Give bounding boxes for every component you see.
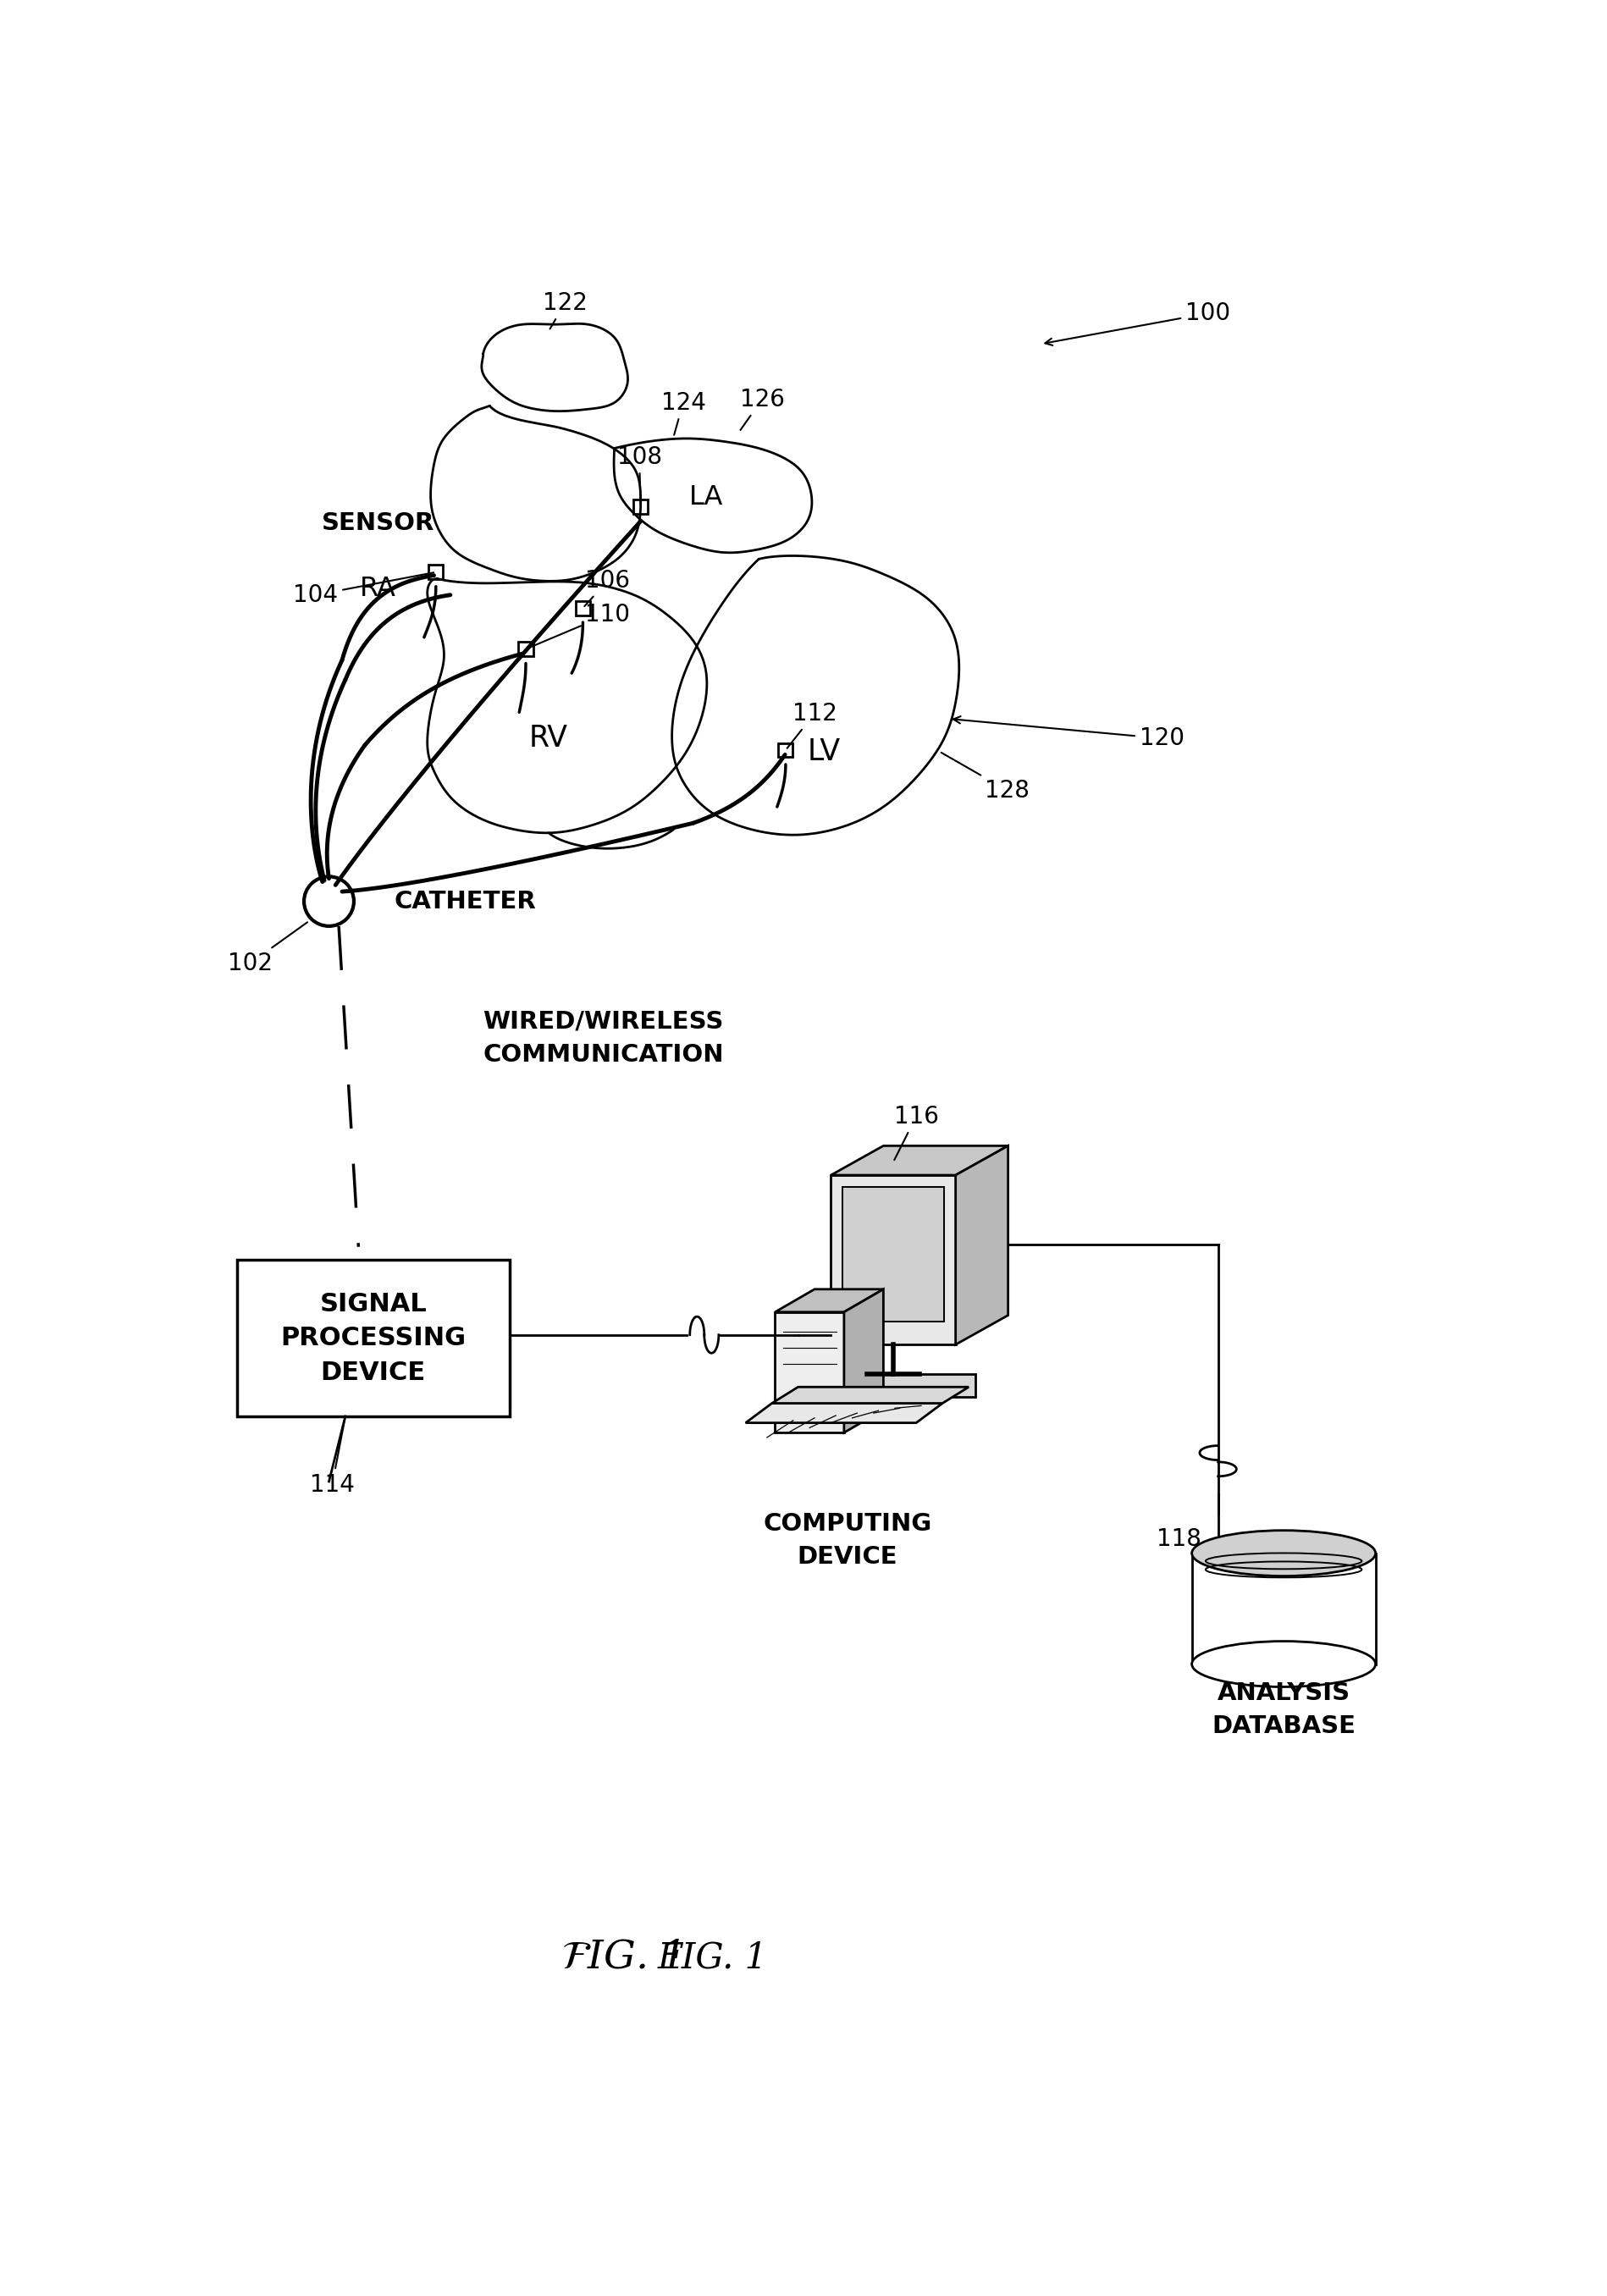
Polygon shape [842, 1187, 943, 1320]
Polygon shape [746, 1403, 942, 1424]
Text: FIG. 1: FIG. 1 [657, 1940, 768, 1975]
Bar [575, 602, 590, 615]
Bar [429, 565, 444, 579]
Text: COMPUTING
DEVICE: COMPUTING DEVICE [763, 1511, 930, 1568]
Bar [778, 744, 792, 758]
Text: CATHETER: CATHETER [394, 889, 537, 914]
Text: LA: LA [689, 484, 723, 510]
Text: 128: 128 [940, 753, 1030, 801]
Text: 114: 114 [310, 1419, 355, 1497]
Text: ANALYSIS
DATABASE: ANALYSIS DATABASE [1212, 1681, 1355, 1738]
Polygon shape [831, 1146, 1008, 1176]
Polygon shape [955, 1146, 1008, 1345]
Text: 126: 126 [739, 388, 784, 429]
Bar [519, 643, 534, 657]
Text: $\mathcal{F}$IG. 1: $\mathcal{F}$IG. 1 [561, 1938, 680, 1977]
Text: SIGNAL
PROCESSING
DEVICE: SIGNAL PROCESSING DEVICE [280, 1293, 466, 1384]
Text: 124: 124 [660, 390, 705, 434]
Ellipse shape [1191, 1642, 1376, 1688]
Polygon shape [771, 1387, 967, 1403]
Text: 102: 102 [228, 923, 307, 976]
Text: 100: 100 [1045, 301, 1229, 344]
Text: 104: 104 [292, 572, 434, 606]
Text: 118: 118 [1155, 1527, 1215, 1552]
Polygon shape [831, 1176, 955, 1345]
Text: RA: RA [360, 576, 395, 602]
Text: LV: LV [807, 737, 840, 767]
Text: 120: 120 [953, 716, 1184, 751]
Bar [236, 1261, 509, 1417]
Text: 116: 116 [893, 1104, 938, 1159]
Text: 110: 110 [527, 602, 630, 647]
Polygon shape [812, 1373, 975, 1396]
Text: RV: RV [529, 723, 567, 753]
Text: 108: 108 [617, 445, 662, 505]
Polygon shape [844, 1290, 882, 1433]
Text: 122: 122 [543, 292, 587, 328]
Ellipse shape [1191, 1531, 1376, 1575]
Polygon shape [775, 1290, 882, 1311]
Text: SENSOR: SENSOR [321, 512, 434, 535]
Text: 112: 112 [787, 703, 837, 748]
Polygon shape [775, 1311, 844, 1433]
Text: 106: 106 [585, 569, 630, 606]
Bar [633, 501, 648, 514]
Ellipse shape [304, 877, 354, 925]
Text: WIRED/WIRELESS
COMMUNICATION: WIRED/WIRELESS COMMUNICATION [482, 1010, 723, 1068]
